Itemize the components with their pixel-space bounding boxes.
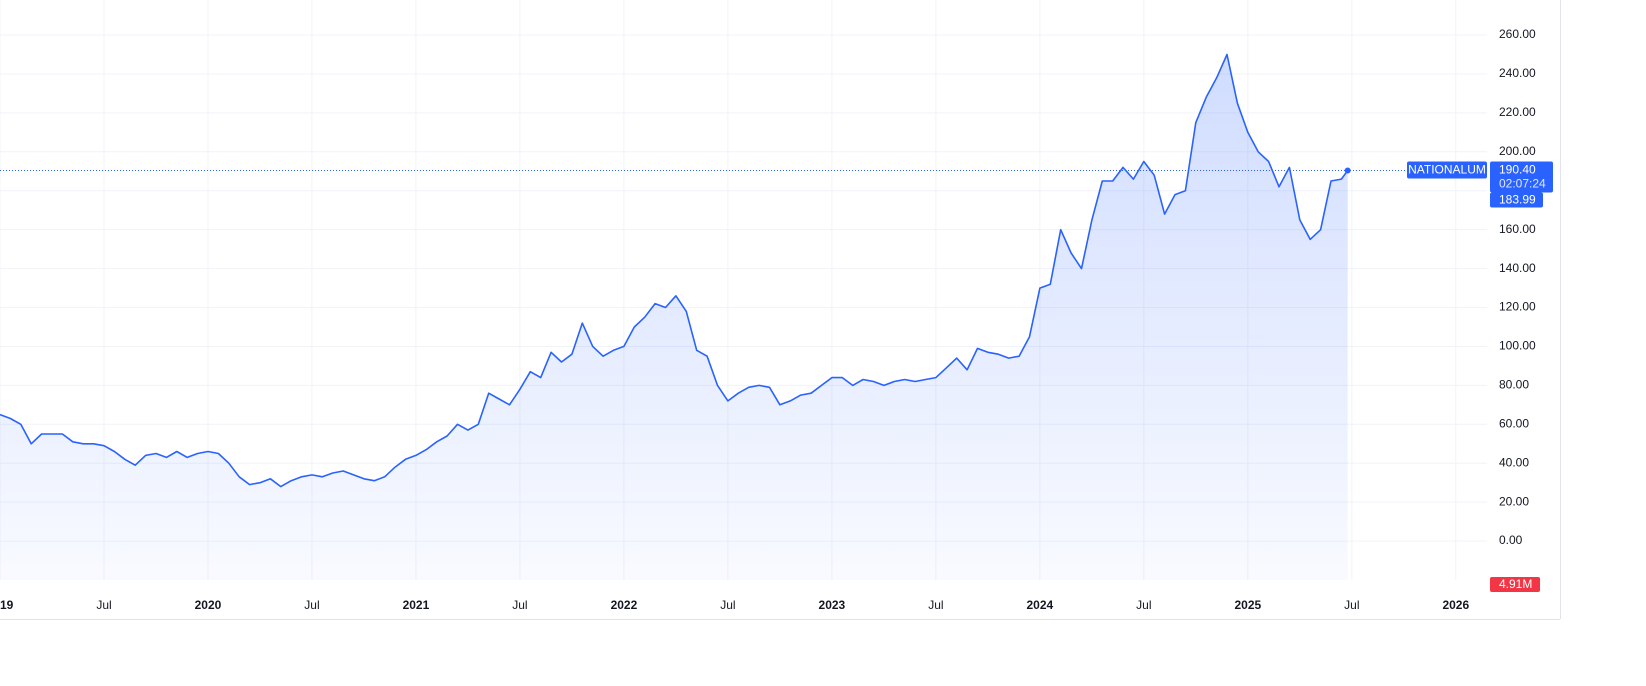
price-badge: [1490, 161, 1553, 193]
x-tick-label: Jul: [512, 598, 527, 612]
y-tick-label: 200.00: [1499, 144, 1536, 158]
x-tick-label: 2023: [819, 598, 846, 612]
volume-label: 4.91M: [1499, 577, 1532, 591]
x-tick-label: 2026: [1442, 598, 1469, 612]
x-tick-label: Jul: [1344, 598, 1359, 612]
x-tick-label: 2024: [1027, 598, 1054, 612]
axes: 0.00 20.00 40.00 60.00 80.00 100.00 120.00 140.…: [0, 0, 1561, 620]
y-tick-label: 20.00: [1499, 494, 1529, 508]
price-line: [0, 53, 1349, 488]
prev-price-label: 183.99: [1499, 193, 1536, 207]
x-tick-label: 2025: [1234, 598, 1261, 612]
y-tick-label: 260.00: [1499, 27, 1536, 41]
y-tick-label: 60.00: [1499, 416, 1529, 430]
y-tick-label: 100.00: [1499, 339, 1536, 353]
x-tick-label: 2019: [0, 598, 14, 612]
x-tick-label: Jul: [928, 598, 943, 612]
volume-badge: [1490, 577, 1540, 592]
y-tick-label: 120.00: [1499, 300, 1536, 314]
countdown-label: 02:07:24: [1499, 177, 1546, 191]
last-price-label: 190.40: [1499, 163, 1536, 177]
plot: [0, 53, 1407, 580]
y-tick-label: 80.00: [1499, 378, 1529, 392]
x-tick-label: Jul: [96, 598, 111, 612]
x-tick-label: Jul: [720, 598, 735, 612]
x-tick-label: Jul: [1136, 598, 1151, 612]
y-tick-label: 0.00: [1499, 533, 1523, 547]
x-tick-label: 2020: [195, 598, 222, 612]
area: [0, 54, 1348, 580]
y-tick-label: 160.00: [1499, 222, 1536, 236]
prev-price-badge: [1490, 192, 1543, 208]
y-tick-label: 140.00: [1499, 261, 1536, 275]
x-tick-label: 2021: [403, 598, 430, 612]
symbol-badge: [1407, 161, 1487, 179]
y-tick-label: 240.00: [1499, 66, 1536, 80]
x-tick-label: Jul: [304, 598, 319, 612]
y-tick-label: 220.00: [1499, 105, 1536, 119]
symbol-label: NATIONALUM: [1408, 163, 1486, 177]
x-tick-label: 2022: [611, 598, 638, 612]
y-tick-label: 40.00: [1499, 455, 1529, 469]
